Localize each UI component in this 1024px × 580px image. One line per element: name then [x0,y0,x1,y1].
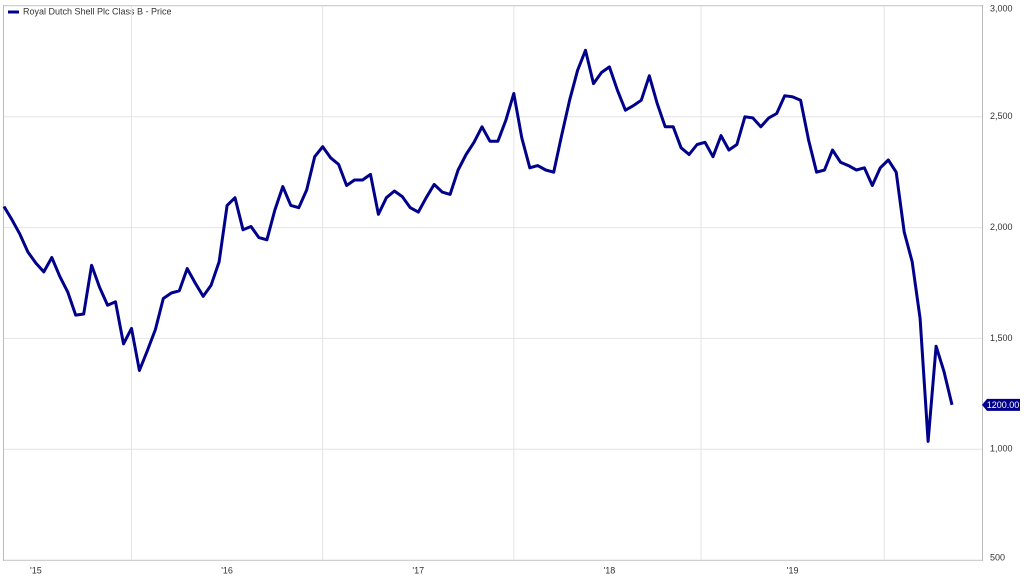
x-tick-label: '18 [604,565,616,575]
price-line [2,48,954,443]
last-value-label: 1200.00 [987,400,1020,410]
x-tick-label: '19 [787,565,799,575]
y-tick-label: 1,000 [990,444,1013,454]
x-tick-label: '17 [412,565,424,575]
y-tick-label: 500 [990,552,1005,562]
plot-frame [3,5,983,561]
legend-label: Royal Dutch Shell Plc Class B - Price [23,6,172,16]
x-tick-label: '16 [221,565,233,575]
last-value-flag [982,398,1020,411]
y-tick-label: 3,000 [990,3,1013,13]
y-tick-label: 2,000 [990,222,1013,232]
y-tick-label: 2,500 [990,111,1013,121]
x-tick-label: '15 [30,565,42,575]
y-tick-label: 1,500 [990,333,1013,343]
